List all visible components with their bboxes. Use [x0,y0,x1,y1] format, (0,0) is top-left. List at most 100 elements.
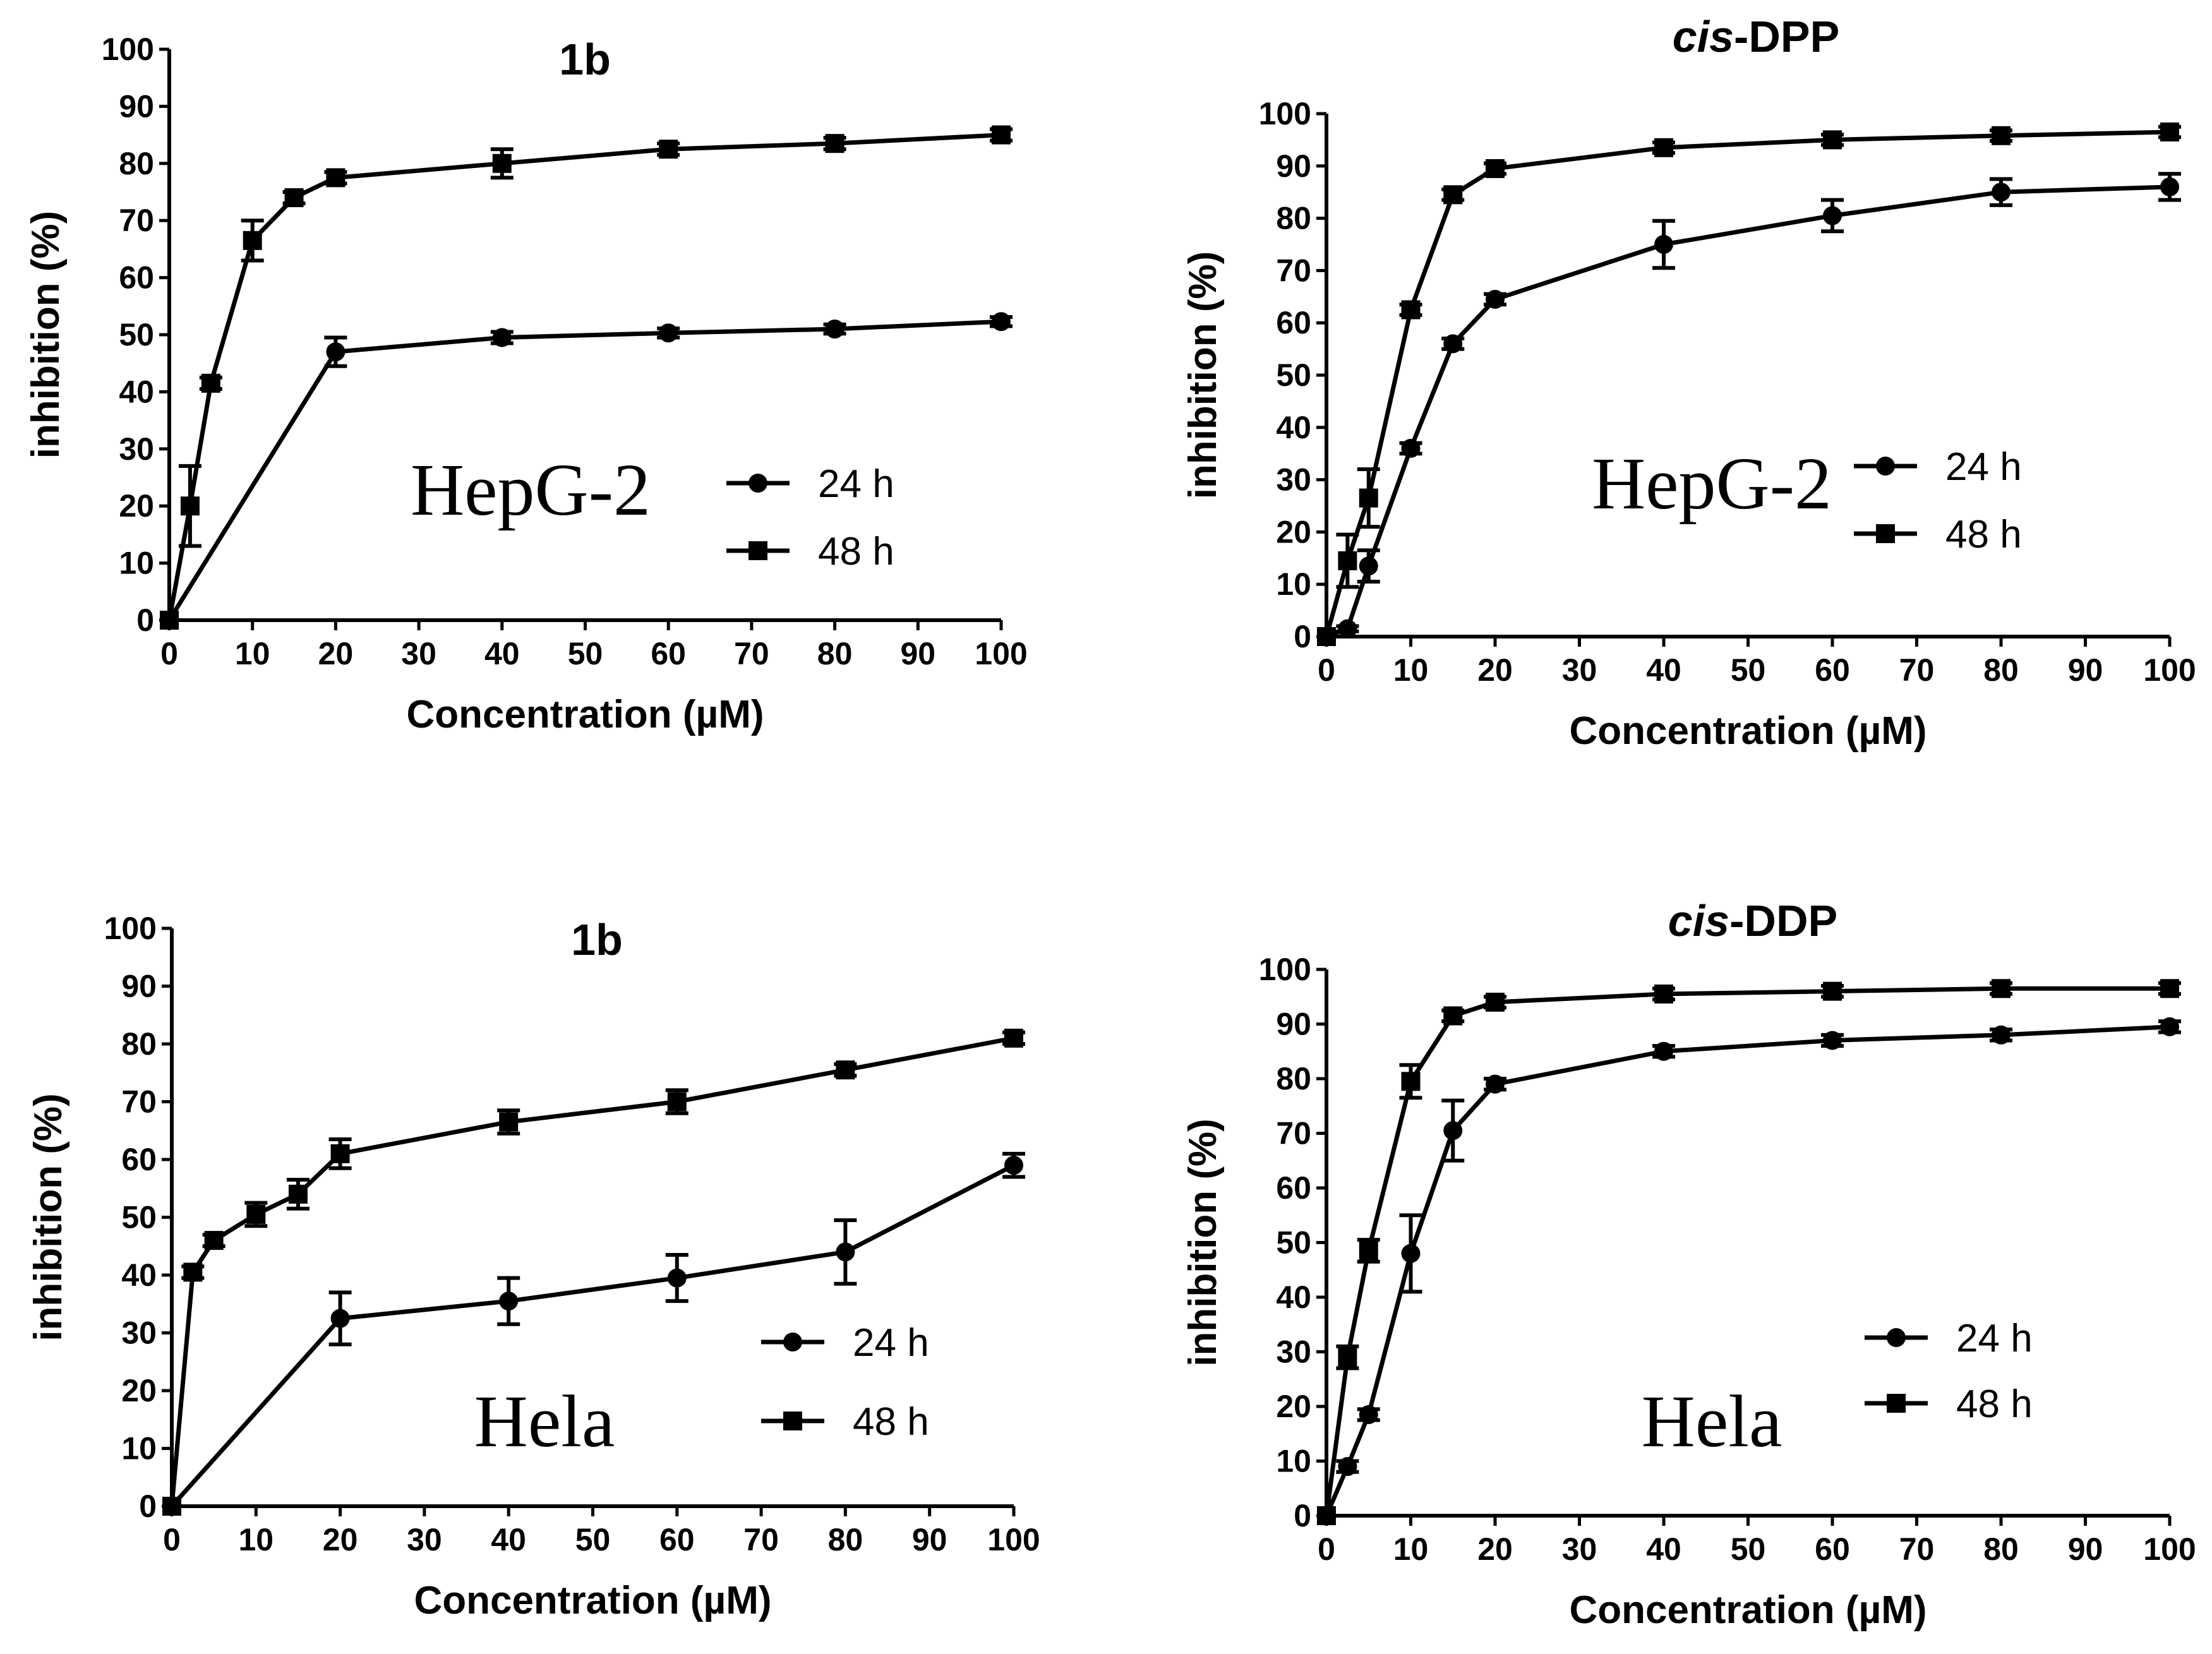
cell-line-annotation: HepG-2 [1592,442,1832,525]
data-point-circle [1359,556,1378,576]
data-point-square [825,134,845,153]
x-tick-label: 0 [160,636,178,671]
series-line [1324,1024,2170,1517]
x-tick-label: 0 [163,1522,181,1557]
x-tick-label: 40 [1646,1531,1681,1567]
data-point-square [1317,627,1336,646]
data-point-circle [1359,1405,1378,1424]
y-tick-label: 20 [119,488,154,524]
x-tick-label: 70 [1899,1531,1935,1567]
data-point-square [1317,1506,1336,1525]
series-line [1325,184,2170,639]
y-tick-label: 40 [1276,1279,1311,1315]
chart-panel-3: 0 10 20 30 40 50 60 70 80 90 100 0 10 20 30 40 50 60 70 80 9… [27,911,1040,1622]
data-point-square [1486,992,1505,1012]
data-point-square [1338,551,1357,570]
data-point-square [1654,984,1673,1004]
x-tick-label: 90 [900,636,935,671]
chart-title-rest: -DDP [1729,896,1837,945]
y-tick-label: 80 [119,146,154,181]
chart-title-rest: -DPP [1734,12,1839,61]
y-axis-label: inhibition (%) [27,1093,70,1341]
data-point-square [492,153,512,173]
x-tick-label: 90 [2068,1531,2103,1567]
y-tick-label: 70 [121,1084,157,1120]
y-tick-label: 30 [121,1315,157,1351]
series-line [169,1036,1014,1507]
x-tick-label: 70 [734,636,769,671]
data-point-circle [1992,1025,2011,1045]
x-tick-label: 100 [975,636,1027,671]
y-tick-label: 0 [1294,1498,1311,1533]
data-point-circle [667,1268,687,1288]
data-point-square [1359,488,1378,508]
data-point-square [180,496,200,516]
x-tick-label: 80 [1983,1531,2019,1567]
series-line [167,319,1002,621]
chart-panel-1: 0 10 20 30 40 50 60 70 80 90 100 0 10 20 30 40 50 60 70 80 9… [24,32,1028,736]
x-tick-label: 20 [1477,1531,1513,1567]
legend-entry: 48 h [1854,513,2022,556]
y-tick-label: 90 [1276,148,1311,184]
chart-title-italic: cis [1668,896,1729,945]
data-point-square [1401,1072,1421,1091]
x-tick-label: 90 [912,1522,947,1557]
chart-title: cis-DPP [1673,12,1840,61]
y-axis-label: inhibition (%) [1181,251,1225,500]
data-point-circle [1338,1457,1357,1477]
series-24h [1317,1017,2181,1525]
data-point-circle [1338,619,1357,638]
data-point-square [288,1184,308,1204]
x-tick-label: 30 [1562,652,1597,688]
legend-marker-square [783,1411,802,1430]
legend-marker-square [1887,1394,1906,1413]
y-tick-label: 50 [121,1200,157,1235]
y-tick-label: 10 [119,546,154,581]
y-tick-label: 100 [1259,96,1311,131]
data-point-square [836,1060,855,1080]
x-tick-label: 30 [1562,1531,1597,1567]
data-point-circle [1992,183,2011,202]
legend-marker-circle [783,1333,802,1351]
y-tick-label: 70 [1276,1116,1311,1151]
data-point-circle [2160,177,2179,196]
series-48h [1317,979,2181,1525]
data-point-square [160,611,179,630]
data-point-circle [492,328,512,347]
y-axis-label: inhibition (%) [1181,1118,1225,1367]
x-tick-label: 100 [987,1522,1040,1557]
x-tick-label: 60 [1815,652,1850,688]
y-tick-label: 60 [119,260,154,296]
y-tick-label: 100 [104,911,157,946]
data-point-circle [1401,1243,1421,1263]
legend-marker-circle [1887,1328,1906,1347]
data-point-square [204,1231,224,1250]
legend-entry: 24 h [1854,445,2022,489]
data-point-square [1359,1241,1378,1261]
data-point-square [499,1112,519,1132]
legend-entry: 24 h [761,1321,929,1365]
x-tick-label: 10 [235,636,270,671]
y-tick-label: 50 [1276,1225,1311,1261]
data-point-circle [659,323,678,343]
chart-panel-4: 0 10 20 30 40 50 60 70 80 90 100 0 10 20 30 40 50 60 70 80 9… [1181,896,2196,1632]
x-tick-label: 50 [1731,1531,1766,1567]
y-tick-label: 50 [119,317,154,352]
data-point-square [659,140,678,159]
y-tick-label: 60 [1276,1170,1311,1206]
data-point-square [284,188,304,208]
legend-entry: 24 h [1865,1317,2033,1360]
x-tick-label: 60 [651,636,686,671]
x-axis-label: Concentration (µM) [1569,709,1926,753]
data-point-circle [992,312,1011,332]
data-point-circle [1443,334,1463,354]
chart-panel-2: 0 10 20 30 40 50 60 70 80 90 100 0 10 20 30 40 50 60 70 80 9… [1181,12,2196,753]
y-tick-label: 60 [1276,305,1311,340]
legend-label: 24 h [1956,1317,2033,1360]
data-point-circle [1823,206,1842,225]
x-tick-label: 80 [1983,652,2019,688]
data-point-square [992,125,1011,145]
data-point-square [1443,185,1463,205]
data-point-square [330,1144,350,1163]
data-point-circle [1486,1074,1505,1094]
